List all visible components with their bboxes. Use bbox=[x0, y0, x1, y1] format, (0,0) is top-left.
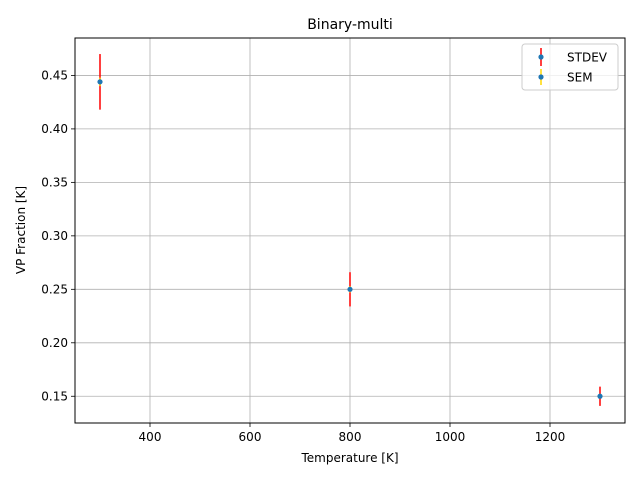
y-tick-label: 0.15 bbox=[41, 389, 68, 403]
legend: STDEV SEM bbox=[521, 43, 619, 91]
plot-frame bbox=[74, 37, 626, 424]
data-point bbox=[97, 79, 103, 85]
y-axis-label: VP Fraction [K] bbox=[14, 186, 28, 274]
y-tick-label: 0.20 bbox=[41, 336, 68, 350]
legend-entry-stdev: STDEV bbox=[538, 48, 608, 66]
x-tick-label: 800 bbox=[339, 430, 362, 444]
data-points bbox=[97, 79, 603, 399]
x-tick-label: 1000 bbox=[435, 430, 466, 444]
data-point bbox=[347, 286, 353, 292]
legend-sem-label: SEM bbox=[567, 71, 593, 85]
legend-box bbox=[521, 43, 619, 91]
y-tick-label: 0.25 bbox=[41, 282, 68, 296]
x-axis-label: Temperature [K] bbox=[300, 451, 398, 465]
legend-stdev-marker bbox=[538, 54, 544, 60]
legend-entry-sem: SEM bbox=[538, 69, 593, 85]
legend-sem-marker bbox=[538, 74, 544, 80]
data-point bbox=[597, 393, 603, 399]
grid bbox=[75, 38, 625, 423]
y-tick-label: 0.45 bbox=[41, 68, 68, 82]
x-tick-label: 1200 bbox=[535, 430, 566, 444]
chart-title: Binary-multi bbox=[307, 17, 393, 33]
x-tick-label: 600 bbox=[239, 430, 262, 444]
y-axis-ticks: 0.15 0.20 0.25 0.30 0.35 0.40 0.45 bbox=[41, 68, 75, 403]
x-tick-label: 400 bbox=[139, 430, 162, 444]
legend-stdev-label: STDEV bbox=[567, 51, 608, 65]
y-tick-label: 0.35 bbox=[41, 175, 68, 189]
y-tick-label: 0.30 bbox=[41, 229, 68, 243]
x-axis-ticks: 400 600 800 1000 1200 bbox=[139, 423, 566, 444]
y-tick-label: 0.40 bbox=[41, 122, 68, 136]
